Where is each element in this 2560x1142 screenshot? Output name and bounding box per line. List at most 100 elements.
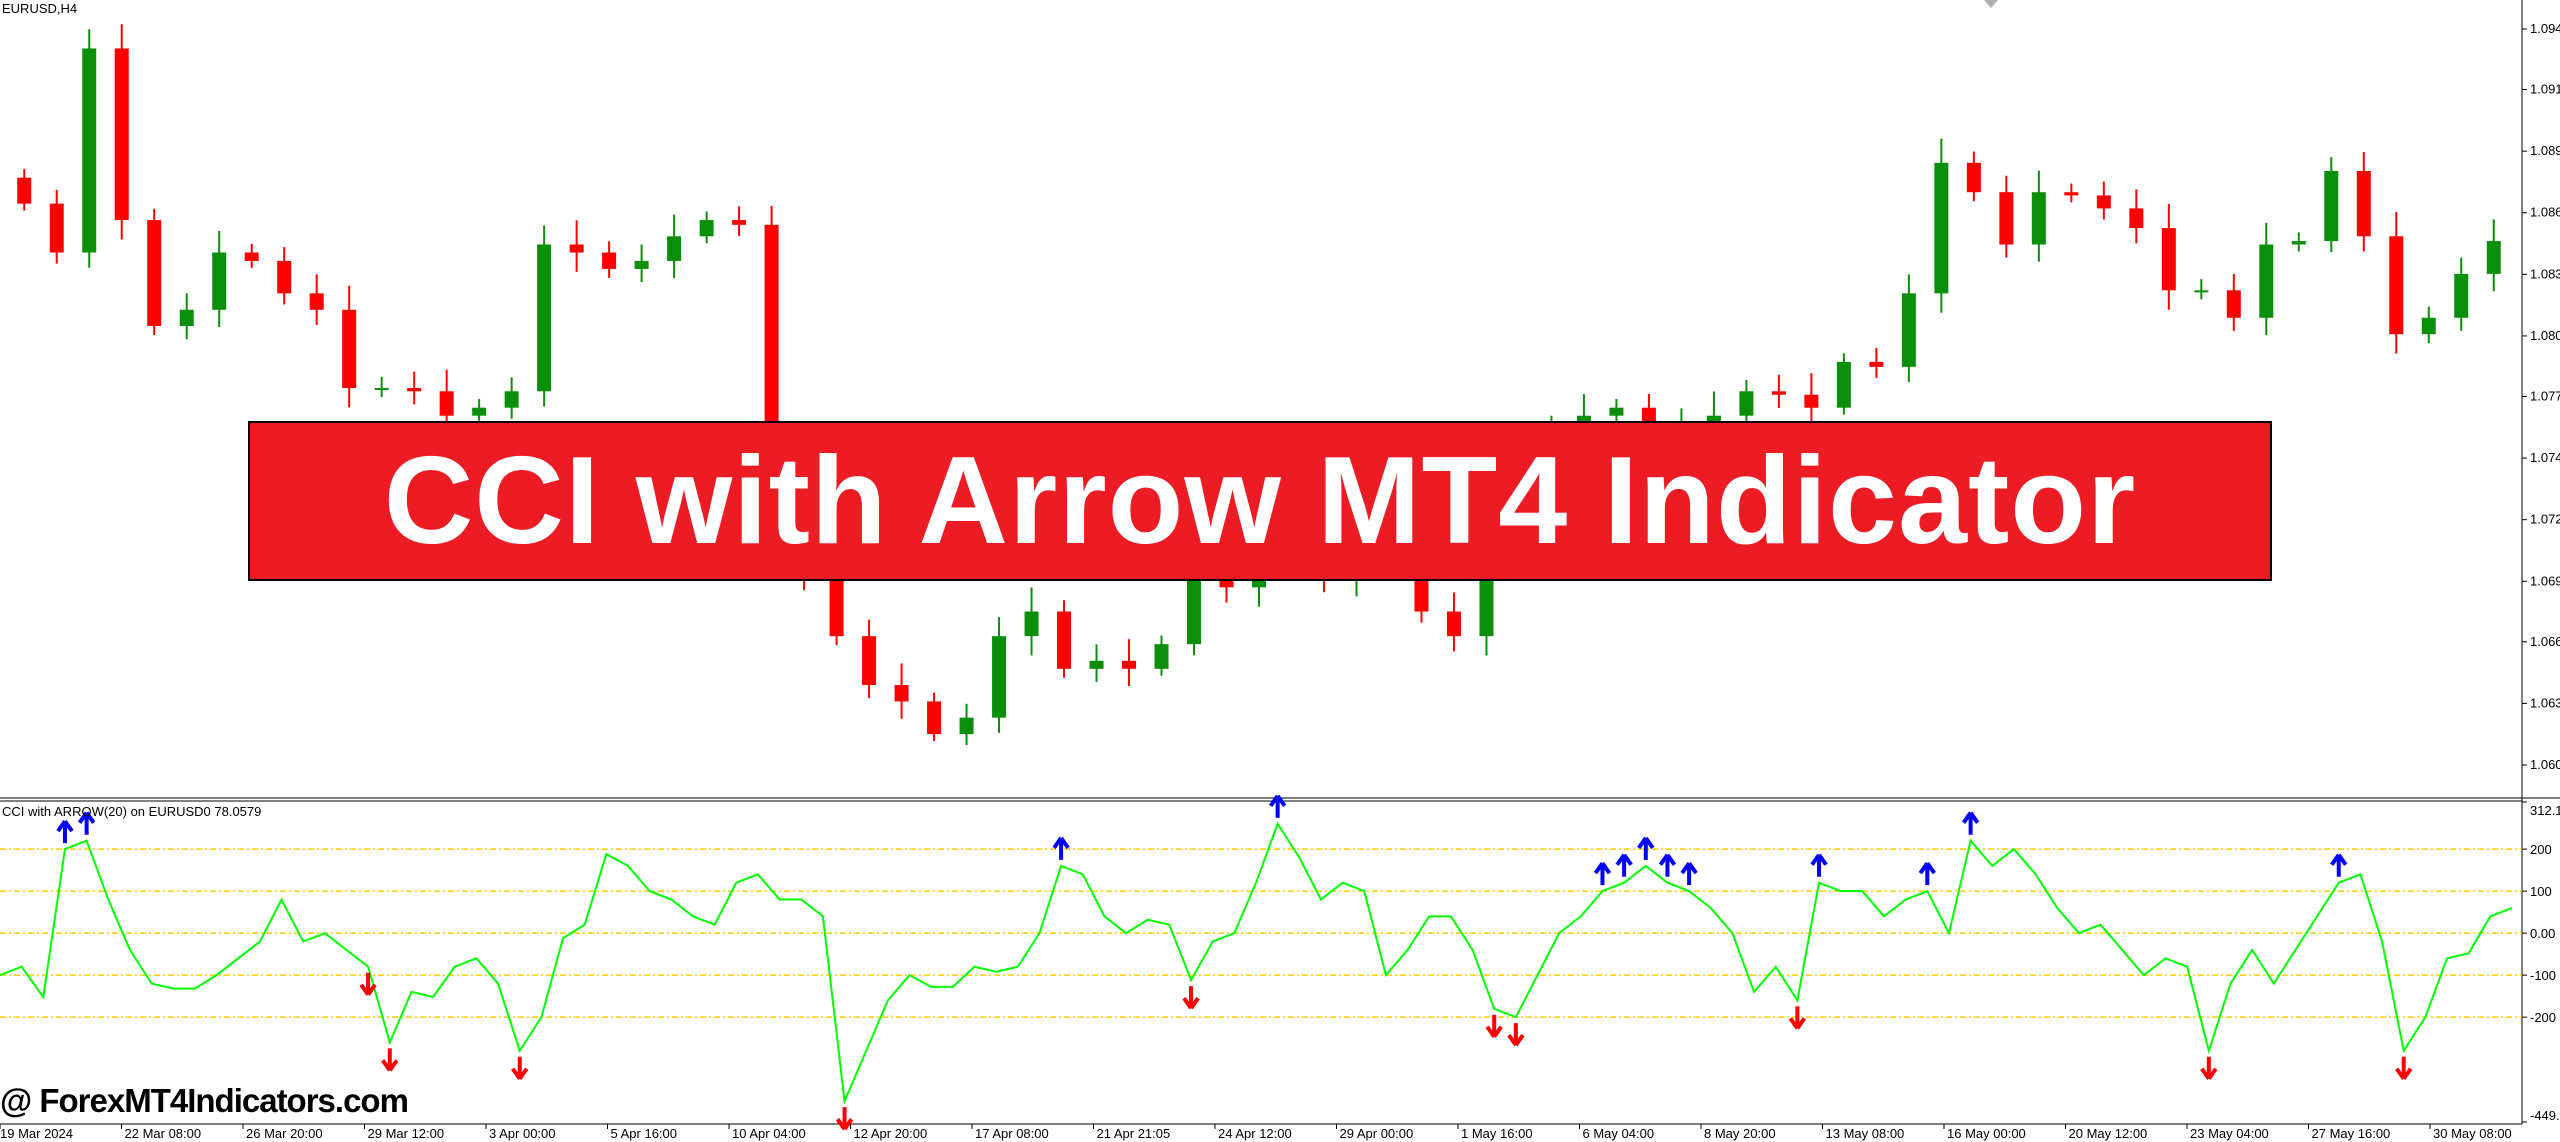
buy-arrow-icon [77,811,96,835]
candle-body [894,685,909,702]
buy-arrow-icon [1961,811,1980,835]
candle-body [244,252,259,261]
buy-arrow-icon [1637,836,1655,860]
cci-line [0,821,2513,1106]
candle-body [342,309,357,389]
sell-arrow-icon [381,1048,399,1072]
candle-body [1024,611,1039,637]
time-tick-label: 29 Apr 00:00 [1340,1126,1414,1141]
buy-arrow-icon [2330,853,2348,877]
candle-body [2486,241,2501,274]
sell-arrow-icon [2395,1056,2413,1080]
buy-arrow-icon [1658,853,1677,877]
time-tick-label: 21 Apr 21:05 [1097,1126,1171,1141]
cci-tick-label: -449.5402 [2530,1108,2560,1123]
title-banner: CCI with Arrow MT4 Indicator [248,421,2272,581]
price-tick-label: 1.08340 [2530,266,2560,281]
time-tick-label: 22 Mar 08:00 [125,1126,202,1141]
time-tick-label: 13 May 08:00 [1826,1126,1905,1141]
time-tick-label: 16 May 00:00 [1947,1126,2026,1141]
buy-arrow-icon [1593,861,1612,886]
time-tick-label: 5 Apr 16:00 [611,1126,678,1141]
candle-body [699,220,714,237]
watermark: @ ForexMT4Indicators.com [0,1082,409,1119]
candle-body [1446,611,1461,637]
indicator-label: CCI with ARROW(20) on EURUSD0 78.0579 [2,804,262,819]
candle-body [1609,407,1624,416]
candle-body [1804,394,1819,408]
candle-body [1901,293,1916,367]
time-tick-label: 20 May 12:00 [2069,1126,2148,1141]
candle-body [829,570,844,637]
candle-body [82,48,97,253]
price-tick-label: 1.08910 [2530,143,2560,158]
candle-body [2096,195,2111,209]
candle-body [537,244,552,392]
candle-body [1187,570,1202,645]
candle-body [634,260,649,269]
candle-body [602,252,617,269]
candle-body [1739,391,1754,416]
candle-body [17,177,32,204]
candle-body [277,260,292,294]
sell-arrow-icon [835,1107,854,1131]
price-tick-label: 1.08625 [2530,205,2560,220]
buy-arrow-icon [56,819,74,844]
candle-body [179,309,194,326]
candle-body [1089,660,1104,669]
time-tick-label: 26 Mar 20:00 [246,1126,323,1141]
candle-body [407,388,422,392]
time-tick-label: 29 Mar 12:00 [368,1126,445,1141]
candle-body [2291,241,2306,245]
candle-body [1154,644,1169,669]
buy-arrow-icon [1918,861,1936,886]
time-tick-label: 17 Apr 08:00 [975,1126,1049,1141]
candle-body [374,388,389,391]
candle-body [732,220,747,225]
price-tick-label: 1.09195 [2530,82,2560,97]
candle-body [569,244,584,253]
price-tick-label: 1.08055 [2530,328,2560,343]
time-tick-label: 12 Apr 20:00 [854,1126,928,1141]
candle-body [2031,192,2046,245]
time-tick-label: 1 May 16:00 [1461,1126,1533,1141]
time-tick-label: 8 May 20:00 [1704,1126,1776,1141]
price-tick-label: 1.06355 [2530,695,2560,710]
candle-body [959,717,974,735]
time-tick-label: 10 Apr 04:00 [732,1126,806,1141]
sell-arrow-icon [2200,1056,2218,1080]
candle-body [1999,192,2014,245]
price-tick-label: 1.07490 [2530,450,2560,465]
candle-body [1836,361,1851,408]
price-tick-label: 1.07205 [2530,512,2560,527]
cci-tick-label: -100 [2530,968,2556,983]
candle-body [2421,317,2436,335]
candle-body [309,293,324,310]
cci-tick-label: 100 [2530,884,2552,899]
candle-body [49,203,64,253]
candle-body [472,407,487,416]
price-tick-label: 1.06070 [2530,757,2560,772]
sell-arrow-icon [1788,1006,1807,1030]
time-tick-label: 19 Mar 2024 [0,1126,73,1141]
candle-body [439,391,454,416]
price-tick-label: 1.09475 [2530,21,2560,36]
sell-arrow-icon [1485,1014,1503,1038]
time-tick-label: 30 May 08:00 [2433,1126,2512,1141]
time-tick-label: 6 May 04:00 [1583,1126,1655,1141]
chart-shift-marker-icon [1984,0,1998,8]
sell-arrow-icon [1182,986,1200,1010]
candle-body [2259,244,2274,318]
candle-body [2454,273,2469,318]
candle-body [2129,208,2144,229]
candle-body [1479,570,1494,637]
time-tick-label: 3 Apr 00:00 [489,1126,556,1141]
candle-body [667,236,682,261]
time-tick-label: 24 Apr 12:00 [1218,1126,1292,1141]
candle-body [992,636,1007,718]
candle-body [212,252,227,310]
cci-tick-label: 200 [2530,842,2552,857]
price-tick-label: 1.06640 [2530,634,2560,649]
cci-tick-label: 312.1122 [2530,803,2560,818]
candle-body [1771,391,1786,395]
